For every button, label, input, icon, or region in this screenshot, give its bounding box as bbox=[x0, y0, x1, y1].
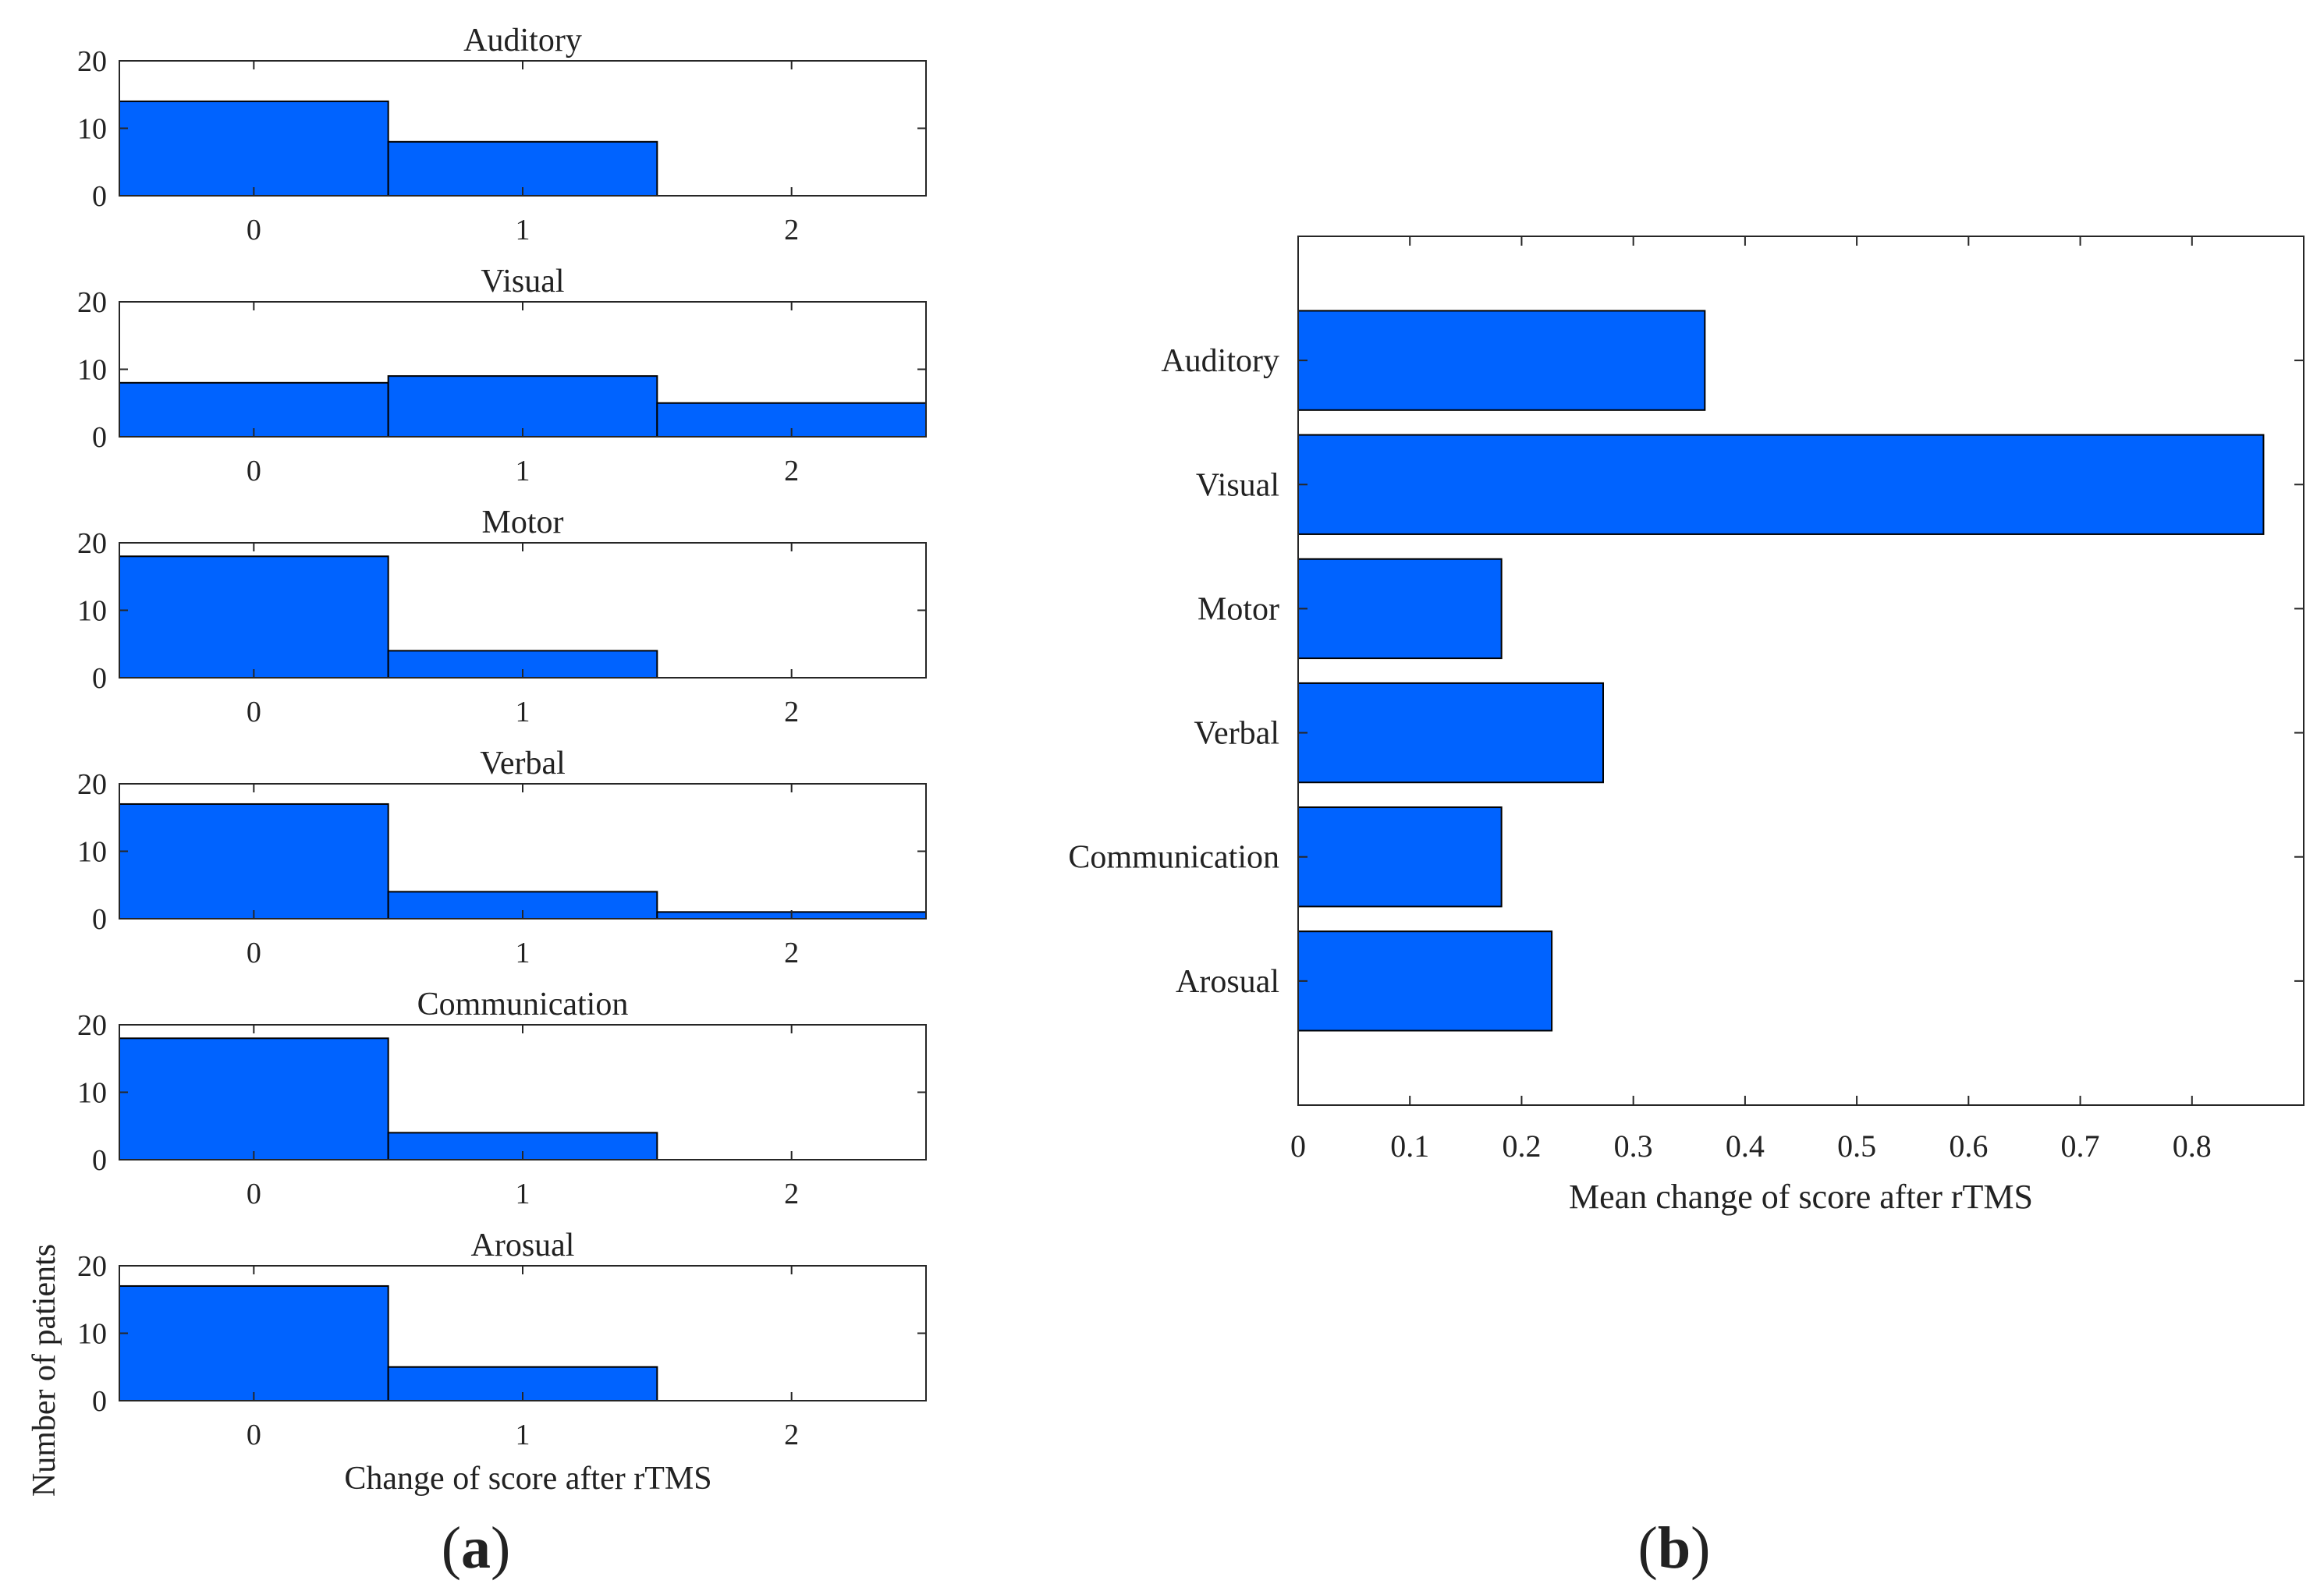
xtick-label: 2 bbox=[784, 214, 799, 246]
ytick-label: 20 bbox=[77, 45, 107, 78]
ytick-label: 10 bbox=[77, 836, 107, 869]
xtick-label: 2 bbox=[784, 455, 799, 487]
subplot-title-motor: Motor bbox=[482, 505, 564, 540]
xtick-label: 0.7 bbox=[2061, 1129, 2100, 1164]
bar-visual-1 bbox=[387, 375, 658, 438]
xtick-label: 1 bbox=[516, 1419, 530, 1451]
ytick-label: 20 bbox=[77, 1009, 107, 1042]
bar-motor-0 bbox=[119, 555, 389, 679]
subplot-auditory: Auditory 0 10 20 0 1 2 bbox=[77, 23, 927, 246]
subplot-title-verbal: Verbal bbox=[480, 746, 566, 781]
bar-auditory-0 bbox=[119, 100, 389, 197]
hbar-visual bbox=[1297, 434, 2265, 535]
xtick-label: 0 bbox=[1290, 1129, 1306, 1164]
xtick-label: 0 bbox=[247, 696, 261, 728]
ytick-label: 10 bbox=[77, 1077, 107, 1110]
xtick-label: 0 bbox=[247, 937, 261, 969]
xtick-label: 2 bbox=[784, 1419, 799, 1451]
category-label-arosual: Arosual bbox=[1176, 964, 1279, 1000]
subplot-title-visual: Visual bbox=[481, 264, 564, 299]
xtick-label: 0 bbox=[247, 214, 261, 246]
panel-a-label: (a) bbox=[442, 1515, 511, 1581]
ytick-label: 0 bbox=[92, 1144, 107, 1177]
xtick-label: 0 bbox=[247, 455, 261, 487]
category-label-motor: Motor bbox=[1197, 591, 1279, 627]
xtick-label: 0 bbox=[247, 1178, 261, 1210]
ytick-label: 0 bbox=[92, 421, 107, 454]
subplot-title-arosual: Arosual bbox=[471, 1228, 575, 1263]
subplot-visual: Visual 0 10 20 0 1 2 bbox=[77, 264, 927, 487]
hbar-auditory bbox=[1297, 310, 1706, 411]
ytick-label: 20 bbox=[77, 1250, 107, 1283]
xtick-label: 2 bbox=[784, 1178, 799, 1210]
plot-frame bbox=[1297, 236, 2304, 1106]
bar-arosual-0 bbox=[119, 1284, 389, 1401]
subplot-verbal: Verbal 0 10 20 0 1 2 bbox=[77, 746, 927, 969]
subplot-motor: Motor 0 10 20 0 1 2 bbox=[77, 505, 927, 728]
xtick-label: 0.6 bbox=[1949, 1129, 1988, 1164]
xtick-label: 0.4 bbox=[1726, 1129, 1765, 1164]
subplot-arosual: Arosual 0 10 20 0 1 2 bbox=[77, 1228, 927, 1451]
x-axis-label: Change of score after rTMS bbox=[344, 1461, 711, 1497]
ytick-label: 0 bbox=[92, 903, 107, 936]
panel-b-mean-change-chart: Auditory Visual Motor Verbal Communication Ar… bbox=[1068, 236, 2304, 1216]
ytick-label: 0 bbox=[92, 1385, 107, 1418]
xtick-label: 0.3 bbox=[1614, 1129, 1653, 1164]
xtick-label: 0.1 bbox=[1390, 1129, 1429, 1164]
xtick-label: 0 bbox=[247, 1419, 261, 1451]
y-axis-label: Number of patients bbox=[27, 1244, 62, 1497]
category-label-verbal: Verbal bbox=[1194, 716, 1279, 752]
subplot-communication: Communication 0 10 20 0 1 2 bbox=[77, 987, 927, 1210]
panel-b-label: (b) bbox=[1638, 1515, 1711, 1581]
subplot-title-auditory: Auditory bbox=[463, 23, 582, 58]
xtick-label: 1 bbox=[516, 455, 530, 487]
ytick-label: 10 bbox=[77, 595, 107, 628]
ytick-label: 20 bbox=[77, 768, 107, 801]
ytick-label: 10 bbox=[77, 354, 107, 387]
xtick-label: 2 bbox=[784, 696, 799, 728]
ytick-label: 10 bbox=[77, 113, 107, 146]
ytick-label: 20 bbox=[77, 286, 107, 319]
ytick-label: 10 bbox=[77, 1318, 107, 1351]
bar-auditory-1 bbox=[387, 140, 658, 197]
ytick-label: 0 bbox=[92, 180, 107, 213]
category-label-auditory: Auditory bbox=[1161, 343, 1279, 379]
hbar-motor bbox=[1297, 558, 1503, 660]
xtick-label: 1 bbox=[516, 696, 530, 728]
xtick-label: 0.8 bbox=[2173, 1129, 2212, 1164]
category-label-visual: Visual bbox=[1196, 467, 1279, 503]
xtick-label: 0.5 bbox=[1837, 1129, 1876, 1164]
ytick-label: 20 bbox=[77, 527, 107, 560]
ytick-label: 0 bbox=[92, 662, 107, 695]
x-axis-label: Mean change of score after rTMS bbox=[1569, 1178, 2033, 1216]
bar-communication-0 bbox=[119, 1037, 389, 1161]
bar-verbal-0 bbox=[119, 803, 389, 920]
xtick-label: 1 bbox=[516, 937, 530, 969]
bar-motor-1 bbox=[387, 650, 658, 679]
xtick-label: 1 bbox=[516, 1178, 530, 1210]
subplot-title-communication: Communication bbox=[417, 987, 629, 1022]
category-label-communication: Communication bbox=[1068, 840, 1279, 876]
hbar-arosual bbox=[1297, 930, 1553, 1032]
xtick-label: 0.2 bbox=[1502, 1129, 1541, 1164]
xtick-label: 1 bbox=[516, 214, 530, 246]
xtick-label: 2 bbox=[784, 937, 799, 969]
hbar-verbal bbox=[1297, 682, 1604, 784]
hbar-communication bbox=[1297, 806, 1503, 908]
